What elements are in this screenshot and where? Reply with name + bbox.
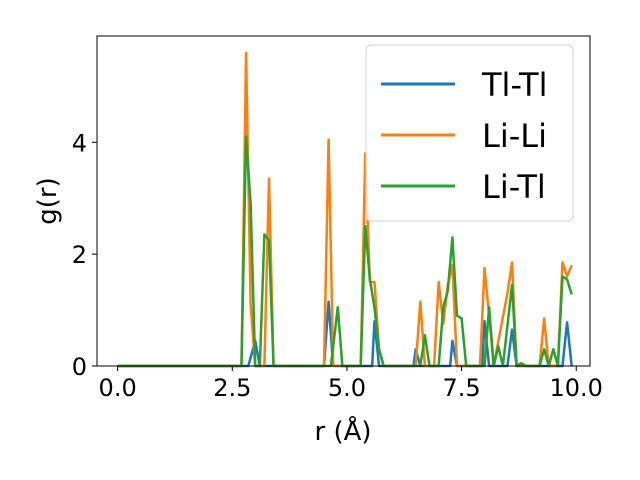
legend-label-0: Tl-Tl: [481, 66, 547, 104]
y-tick-label: 0: [72, 353, 87, 381]
legend-label-1: Li-Li: [482, 117, 547, 155]
x-tick-label: 10.0: [550, 374, 603, 402]
x-tick-label: 0.0: [99, 374, 137, 402]
legend: Tl-Tl Li-Li Li-Tl: [365, 44, 574, 222]
legend-box: [365, 44, 574, 222]
legend-label-2: Li-Tl: [482, 168, 546, 206]
x-tick-label: 2.5: [213, 374, 251, 402]
x-tick-label: 5.0: [328, 374, 366, 402]
y-tick-label: 4: [72, 129, 87, 157]
x-tick-label: 7.5: [443, 374, 481, 402]
plot-frame: [96, 35, 591, 367]
axis-ticks: 0.0 2.5 5.0 7.5 10.0 0 2 4: [72, 129, 603, 402]
x-axis-label: r (Å): [314, 415, 371, 447]
y-tick-label: 2: [72, 241, 87, 269]
y-axis-label: g(r): [33, 177, 63, 224]
